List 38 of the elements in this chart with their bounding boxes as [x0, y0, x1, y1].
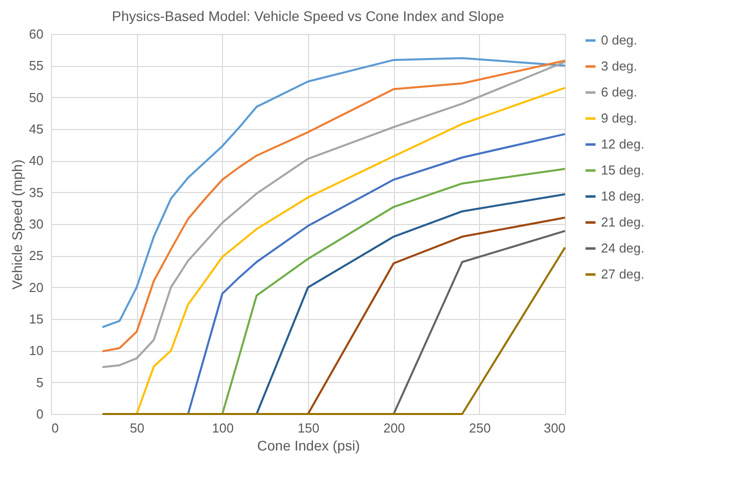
line-series: [187, 133, 566, 415]
line-series: [256, 193, 566, 415]
legend-label: 15 deg.: [601, 162, 644, 178]
y-axis-title: Vehicle Speed (mph): [9, 160, 26, 290]
legend-label: 3 deg.: [601, 58, 638, 74]
x-axis-title: Cone Index (psi): [257, 438, 360, 454]
x-tick-label: 200: [383, 420, 406, 436]
legend-label: 21 deg.: [601, 214, 644, 230]
y-tick-label: 10: [29, 343, 44, 358]
legend-label: 0 deg.: [601, 32, 638, 48]
line-series: [307, 216, 566, 415]
legend-label: 27 deg.: [601, 266, 644, 282]
y-tick-label: 5: [36, 374, 44, 390]
legend-label: 24 deg.: [601, 240, 644, 256]
legend-label: 12 deg.: [601, 136, 644, 152]
legend-label: 6 deg.: [601, 84, 638, 100]
legend-label: 18 deg.: [601, 188, 644, 204]
y-tick-label: 40: [29, 153, 44, 168]
x-tick-label: 100: [212, 420, 234, 436]
y-tick-label: 55: [29, 58, 44, 74]
x-tick-label: 0: [52, 420, 59, 436]
y-tick-label: 25: [29, 248, 44, 264]
y-tick-label: 15: [29, 312, 44, 326]
line-series: [136, 86, 566, 415]
y-tick-label: 30: [29, 216, 44, 232]
y-tick-label: 20: [29, 280, 44, 295]
x-tick-label: 150: [298, 420, 320, 436]
y-tick-label: 35: [29, 184, 44, 200]
legend-label: 9 deg.: [601, 110, 638, 126]
y-tick-label: 60: [29, 26, 44, 42]
chart-title: Physics-Based Model: Vehicle Speed vs Cone Index and Slope: [112, 8, 504, 24]
y-tick-label: 45: [29, 122, 44, 136]
y-tick-label: 0: [36, 406, 44, 422]
x-tick-label: 50: [130, 420, 144, 436]
x-tick-label: 250: [468, 420, 491, 436]
line-series: [221, 168, 566, 415]
x-tick-label: 300: [544, 420, 566, 436]
y-tick-label: 50: [29, 90, 44, 105]
